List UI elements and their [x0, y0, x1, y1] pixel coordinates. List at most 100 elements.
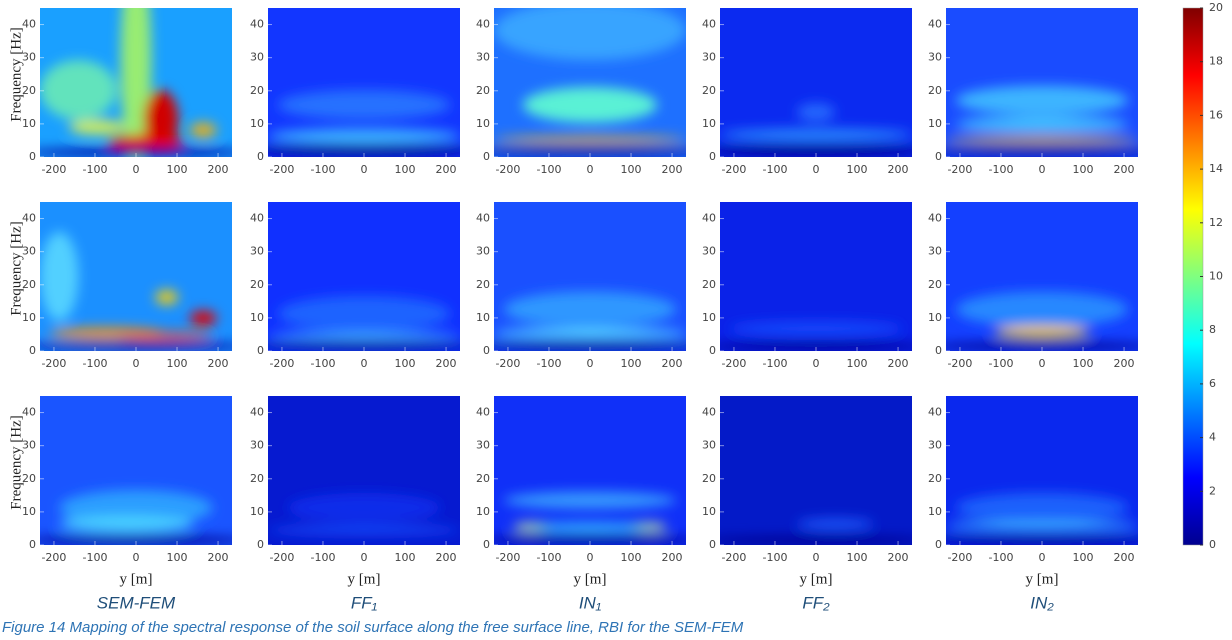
- column-label: IN₁: [579, 593, 601, 612]
- y-tick-label: 40: [928, 212, 942, 225]
- y-tick-label: 0: [935, 150, 942, 163]
- x-tick-label: -100: [988, 357, 1013, 370]
- y-tick-label: 10: [702, 117, 716, 130]
- y-tick-label: 40: [250, 18, 264, 31]
- x-tick-label: -100: [82, 357, 107, 370]
- colorbar-tick-label: 8: [1209, 323, 1216, 336]
- x-tick-label: -100: [536, 163, 561, 176]
- heatmap-panel: [40, 202, 232, 351]
- heatmap-background: [268, 396, 460, 545]
- x-tick-label: -100: [762, 357, 787, 370]
- y-tick-label: 20: [702, 84, 716, 97]
- y-tick-label: 30: [928, 245, 942, 258]
- y-tick-label: 10: [250, 311, 264, 324]
- heatmap-blob: [522, 86, 658, 123]
- y-tick-label: 40: [476, 406, 490, 419]
- y-tick-label: 30: [250, 245, 264, 258]
- y-tick-label: 30: [928, 439, 942, 452]
- x-tick-label: -200: [721, 163, 746, 176]
- x-tick-label: 200: [662, 163, 683, 176]
- x-tick-label: 100: [1073, 163, 1094, 176]
- colorbar-tick-label: 12: [1209, 216, 1223, 229]
- heatmap-texture: [720, 321, 912, 351]
- y-tick-label: 40: [250, 212, 264, 225]
- y-tick-label: 20: [476, 84, 490, 97]
- heatmap-background: [946, 8, 1138, 157]
- x-tick-label: 200: [208, 163, 229, 176]
- column-label: IN₂: [1030, 593, 1054, 612]
- y-tick-label: 30: [702, 439, 716, 452]
- column-label: FF₂: [802, 593, 830, 612]
- x-tick-label: -100: [762, 163, 787, 176]
- y-tick-label: 0: [709, 150, 716, 163]
- y-tick-label: 40: [702, 18, 716, 31]
- x-tick-label: -200: [495, 551, 520, 564]
- heatmap-blob: [116, 331, 213, 341]
- heatmap-panel: [494, 8, 686, 157]
- heatmap-blob: [494, 146, 686, 156]
- heatmap-blob: [503, 491, 677, 510]
- heatmap-blob: [68, 119, 127, 135]
- heatmap-texture: [494, 291, 686, 351]
- x-tick-label: 100: [167, 163, 188, 176]
- y-tick-label: 20: [702, 472, 716, 485]
- heatmap-texture: [268, 492, 460, 535]
- x-tick-label: -100: [310, 357, 335, 370]
- x-tick-label: 100: [621, 357, 642, 370]
- colorbar-tick-label: 14: [1209, 162, 1223, 175]
- y-tick-label: 30: [476, 245, 490, 258]
- x-tick-label: -100: [536, 551, 561, 564]
- heatmap-blob: [955, 291, 1129, 328]
- y-tick-label: 10: [476, 505, 490, 518]
- x-tick-label: 100: [1073, 357, 1094, 370]
- heatmap-blob: [494, 536, 686, 545]
- heatmap-panel: [268, 202, 460, 351]
- y-tick-label: 40: [476, 18, 490, 31]
- heatmap-texture: [946, 85, 1138, 156]
- x-tick-label: 100: [847, 357, 868, 370]
- heatmap-blob: [946, 536, 1138, 545]
- y-tick-label: 0: [257, 150, 264, 163]
- x-tick-label: 200: [436, 551, 457, 564]
- y-tick-label: 30: [250, 51, 264, 64]
- heatmap-blob: [40, 148, 232, 157]
- heatmap-blob: [155, 289, 179, 305]
- x-tick-label: 200: [436, 163, 457, 176]
- heatmap-blob: [40, 60, 117, 120]
- x-tick-label: -200: [495, 163, 520, 176]
- heatmap-blob: [59, 515, 194, 534]
- heatmap-background: [494, 202, 686, 351]
- x-axis-label: y [m]: [1026, 571, 1059, 587]
- heatmap-panel: [946, 396, 1138, 545]
- heatmap-blob: [720, 145, 912, 157]
- x-tick-label: 200: [662, 357, 683, 370]
- y-tick-label: 40: [928, 18, 942, 31]
- heatmap-blob: [40, 342, 232, 351]
- heatmap-blob: [494, 136, 686, 143]
- heatmap-blob: [494, 328, 686, 338]
- heatmap-blob: [796, 518, 874, 531]
- heatmap-panel: [946, 202, 1138, 351]
- heatmap-background: [494, 396, 686, 545]
- x-tick-label: -200: [41, 551, 66, 564]
- heatmap-panel: [720, 8, 912, 157]
- x-tick-label: -200: [269, 163, 294, 176]
- heatmap-blob: [268, 525, 460, 535]
- y-tick-label: 40: [22, 406, 36, 419]
- x-tick-label: 0: [813, 551, 820, 564]
- y-tick-label: 0: [483, 344, 490, 357]
- y-tick-label: 40: [22, 18, 36, 31]
- x-tick-label: 0: [361, 163, 368, 176]
- x-tick-label: 0: [587, 357, 594, 370]
- heatmap-blob: [503, 291, 677, 328]
- heatmap-blob: [40, 231, 79, 322]
- y-tick-label: 10: [476, 117, 490, 130]
- y-tick-label: 0: [29, 344, 36, 357]
- heatmap-blob: [796, 103, 836, 122]
- heatmap-blob: [40, 536, 232, 545]
- y-tick-label: 20: [928, 472, 942, 485]
- x-tick-label: 200: [1114, 163, 1135, 176]
- x-tick-label: -200: [947, 357, 972, 370]
- heatmap-blob: [277, 295, 451, 332]
- y-tick-label: 0: [709, 538, 716, 551]
